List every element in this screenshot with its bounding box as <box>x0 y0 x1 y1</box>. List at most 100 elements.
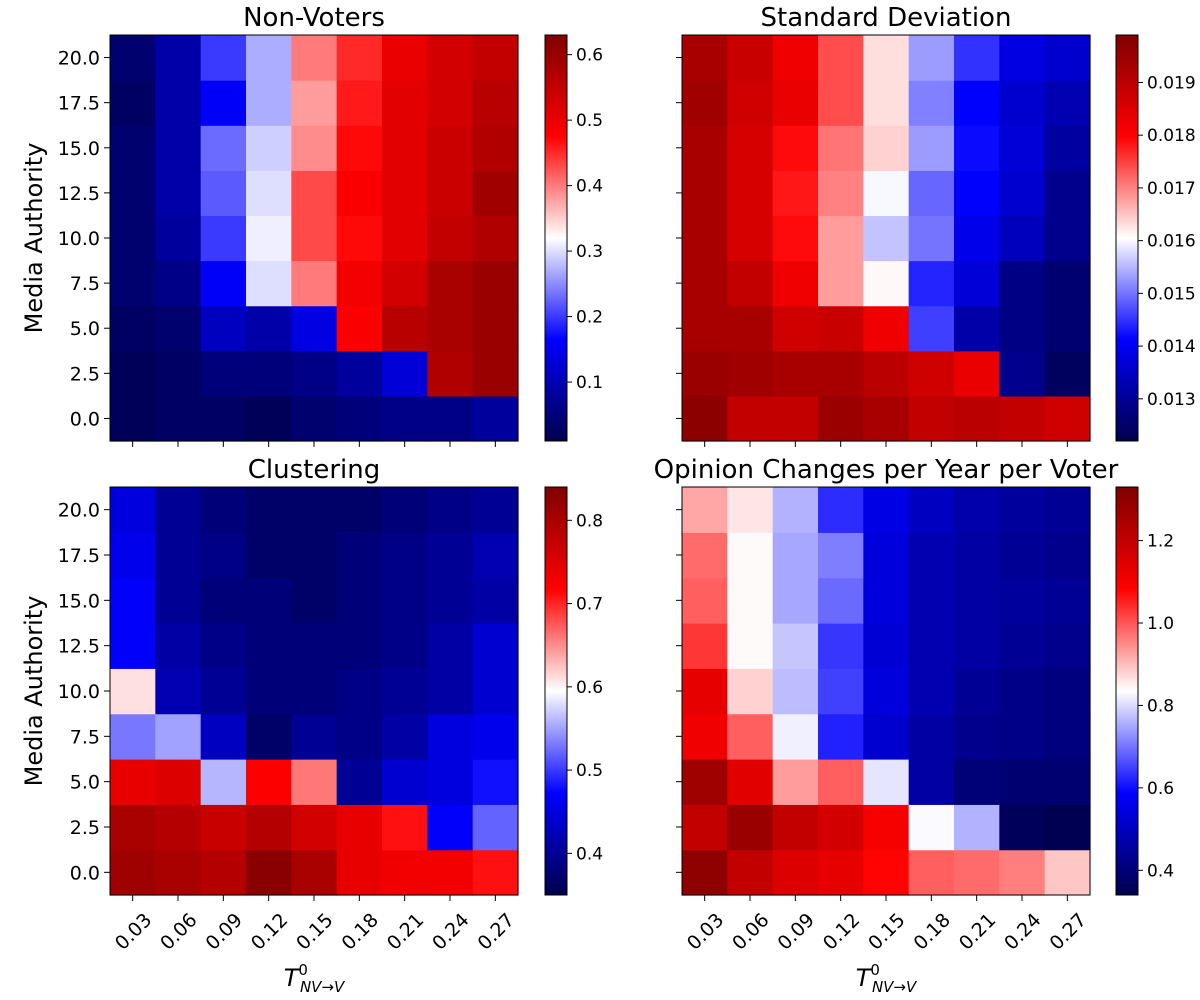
heatmap-cell <box>336 759 383 805</box>
heatmap-cell <box>291 350 338 397</box>
heatmap-cell <box>818 305 864 352</box>
heatmap-cell <box>382 305 428 352</box>
heatmap-cell <box>772 80 819 126</box>
heatmap-cell <box>908 125 955 171</box>
heatmap-cell <box>999 668 1046 715</box>
heatmap-cell <box>427 260 474 307</box>
colorbar-tick-label: 0.8 <box>576 511 603 531</box>
heatmap-cell <box>382 623 428 669</box>
heatmap-cell <box>727 759 774 805</box>
colorbar-gradient <box>544 34 568 442</box>
heatmap-cell <box>863 532 910 579</box>
heatmap-cell <box>682 305 728 352</box>
colorbar-gradient <box>1115 34 1139 442</box>
heatmap-cell <box>427 532 474 579</box>
heatmap-cell <box>200 623 247 669</box>
heatmap-cell <box>110 577 156 624</box>
heatmap-cell <box>1044 170 1091 217</box>
heatmap-cell <box>200 260 247 307</box>
heatmap-cell <box>246 577 292 624</box>
heatmap-cell <box>1044 713 1091 760</box>
heatmap-cell <box>291 668 338 715</box>
heatmap-cell <box>200 577 247 624</box>
heatmap-cell <box>246 713 292 760</box>
heatmap-cell <box>908 668 955 715</box>
heatmap-cell <box>155 350 202 397</box>
heatmap-cell <box>382 350 428 397</box>
heatmap-cell <box>110 759 156 805</box>
y-tick-label: 5.0 <box>70 318 100 340</box>
heatmap-cell <box>110 487 156 533</box>
heatmap-cell <box>427 80 474 126</box>
heatmap-cell <box>727 215 774 262</box>
heatmap-cell <box>772 668 819 715</box>
heatmap-cell <box>291 759 338 805</box>
heatmap-cell <box>999 623 1046 669</box>
heatmap-cell <box>772 759 819 805</box>
colorbar-tick-label: 0.013 <box>1147 390 1196 410</box>
heatmap-cell <box>1044 759 1091 805</box>
heatmap-cell <box>382 170 428 217</box>
heatmap-cell <box>954 35 1000 81</box>
heatmap-cell <box>291 305 338 352</box>
heatmap-cell <box>110 35 156 81</box>
heatmap-cell <box>291 260 338 307</box>
heatmap-cells <box>110 35 519 442</box>
heatmap-cell <box>336 215 383 262</box>
heatmap-cell <box>818 395 864 442</box>
heatmap-cell <box>472 623 519 669</box>
heatmap-cell <box>155 713 202 760</box>
colorbar-tick-label: 0.5 <box>576 761 603 781</box>
heatmap-cell <box>727 170 774 217</box>
y-tick-label: 10.0 <box>58 228 100 250</box>
heatmap-cell <box>155 623 202 669</box>
heatmap-cells <box>682 35 1091 442</box>
heatmap-cell <box>427 395 474 442</box>
heatmap-cell <box>772 395 819 442</box>
heatmap-cell <box>336 668 383 715</box>
x-tick-label: 0.03 <box>111 909 156 954</box>
heatmap-cell <box>291 125 338 171</box>
heatmap-cell <box>1044 35 1091 81</box>
heatmap-cell <box>336 125 383 171</box>
heatmap-cell <box>863 759 910 805</box>
y-tick-label: 0.0 <box>70 862 100 884</box>
y-axis-ticks: 0.0 2.5 5.0 7.5 10.0 12.5 15.0 17.5 20.0 <box>58 500 110 884</box>
heatmap-cell <box>908 849 955 896</box>
heatmap-cell <box>727 395 774 442</box>
heatmap-cell <box>727 80 774 126</box>
colorbar-tick-label: 0.7 <box>576 595 603 615</box>
heatmap-cell <box>291 623 338 669</box>
heatmap-cell <box>291 577 338 624</box>
colorbar-tick-label: 0.4 <box>1147 861 1174 881</box>
heatmap-cell <box>382 80 428 126</box>
heatmap-cell <box>863 623 910 669</box>
colorbar-tick-label: 0.6 <box>1147 779 1174 799</box>
heatmap-cell <box>427 350 474 397</box>
x-tick-label: 0.09 <box>201 909 246 954</box>
y-axis-ticks: 0.0 2.5 5.0 7.5 10.0 12.5 15.0 17.5 20.0 <box>58 48 110 430</box>
heatmap-cell <box>863 170 910 217</box>
heatmap-cell <box>1044 350 1091 397</box>
heatmap-cell <box>336 532 383 579</box>
heatmap-cell <box>291 713 338 760</box>
heatmap-cell <box>246 350 292 397</box>
heatmap-cell <box>155 668 202 715</box>
heatmap-cell <box>200 487 247 533</box>
x-axis-label: T0 NV→V <box>856 961 918 996</box>
heatmap-cell <box>727 668 774 715</box>
heatmap-cell <box>682 759 728 805</box>
heatmap-cell <box>427 668 474 715</box>
heatmap-cell <box>908 215 955 262</box>
heatmap-cell <box>472 125 519 171</box>
heatmap-cell <box>110 395 156 442</box>
heatmap-cell <box>727 532 774 579</box>
heatmap-cell <box>818 623 864 669</box>
y-tick-label: 20.0 <box>58 500 100 522</box>
heatmap-cell <box>382 759 428 805</box>
heatmap-cell <box>818 35 864 81</box>
heatmap-cell <box>155 170 202 217</box>
heatmap-cell <box>155 80 202 126</box>
heatmap-cell <box>954 668 1000 715</box>
heatmap-cell <box>954 170 1000 217</box>
